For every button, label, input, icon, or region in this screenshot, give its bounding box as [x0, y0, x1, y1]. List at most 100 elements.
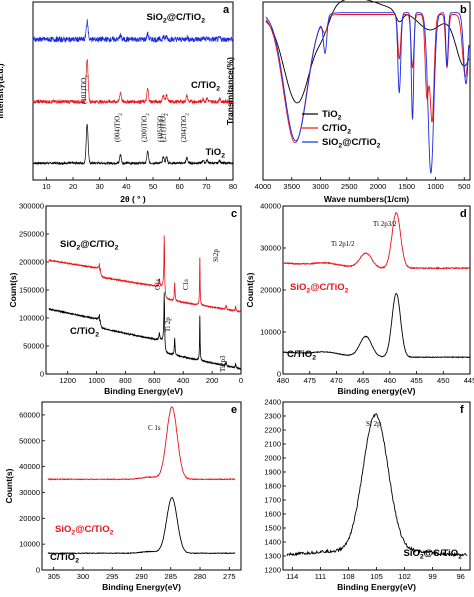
panel-b-x-tick-label: 3000 — [312, 182, 329, 191]
xps-survey-peak-label: Ti 2p — [164, 317, 172, 332]
xps-c1s-ctio2-line — [47, 496, 236, 555]
xps-survey-sio2-ctio2-line — [48, 235, 242, 314]
panel-b-x-tick-label: 3500 — [283, 182, 300, 191]
panel-b-frame — [262, 1, 471, 181]
panel-c-x-tick-label: 800 — [119, 376, 132, 385]
panel-b-x-tick-label: 500 — [458, 182, 471, 191]
panel-a-x-tick-label: 70 — [202, 182, 210, 191]
panel-c-letter: c — [231, 208, 237, 220]
panel-f-x-tick-label: 111 — [315, 572, 326, 581]
panel-f-x-tick-label: 96 — [456, 572, 464, 581]
panel-e-y-tick-label: 30000 — [19, 488, 40, 497]
panel-d-x-tick-label: 445 — [464, 376, 474, 385]
xps-c1s-label-sio2-ctio2: SiO2@C/TiO2 — [55, 524, 114, 537]
panel-f-x-tick-label: 99 — [428, 572, 436, 581]
panel-c-x-tick-label: 600 — [148, 376, 161, 385]
panel-e-y-tick-label: 20000 — [19, 514, 40, 523]
panel-c-y-tick-label: 0 — [40, 370, 44, 379]
xps-ti2p-sio2-ctio2-line — [282, 212, 471, 271]
xps-survey-peak-label: C1s — [182, 279, 190, 290]
panel-d-y-tick-label: 20000 — [260, 286, 281, 295]
xps-ti2p-peak-label-3-2: Ti 2p3/2 — [373, 220, 397, 228]
panel-c-y-tick-label: 250000 — [19, 230, 44, 239]
panel-d-y-tick-label: 40000 — [260, 202, 281, 211]
panel-f-y-tick-label: 1500 — [264, 524, 281, 533]
panel-e-x-tick-label: 290 — [135, 572, 148, 581]
xps-survey-peak-label: O1s — [154, 278, 162, 290]
xrd-peak-label: (004)TiO2 — [113, 113, 124, 142]
panel-f-y-tick-label: 2000 — [264, 454, 281, 463]
panel-d-x-tick-label: 465 — [357, 376, 370, 385]
panel-e-y-tick-label: 60000 — [19, 410, 40, 419]
panel-b-x-tick-label: 1000 — [427, 182, 444, 191]
xps-si2p-x-axis-label: Binding Energy(eV) — [337, 582, 416, 592]
xrd-y-axis-label: Intensity(a.u.) — [0, 63, 5, 118]
panel-d-y-tick-label: 0 — [277, 370, 281, 379]
panel-c-y-tick-label: 100000 — [19, 314, 44, 323]
xps-si2p-line — [286, 413, 468, 558]
ftir-x-axis-label: Wave numbers(1/cm) — [324, 194, 409, 204]
panel-f-x-tick-label: 102 — [398, 572, 411, 581]
xps-ti2p-ctio2-line — [282, 293, 471, 359]
panel-f-y-tick-label: 1800 — [264, 482, 281, 491]
panel-b-letter: b — [460, 4, 467, 16]
panel-e-y-tick-label: 0 — [36, 566, 40, 575]
xps-survey-ctio2-line — [48, 292, 242, 371]
ftir-legend-label: C/TiO2 — [322, 123, 351, 136]
panel-c-x-tick-label: 1000 — [88, 376, 105, 385]
ftir-legend-label: SiO2@C/TiO2 — [322, 137, 381, 150]
ftir-y-axis-label: Transmitance(%) — [225, 57, 235, 125]
panel-e-x-tick-label: 280 — [194, 572, 207, 581]
panel-d-x-tick-label: 455 — [410, 376, 423, 385]
xps-c1s-sio2-ctio2-line — [47, 406, 236, 481]
panel-d-x-tick-label: 470 — [330, 376, 343, 385]
panel-f-x-tick-label: 114 — [286, 572, 298, 581]
panel-c-frame — [45, 205, 242, 375]
ftir-tio2-line — [265, 0, 470, 104]
ftir-sio2-ctio2-line — [265, 12, 470, 175]
panel-d-y-tick-label: 10000 — [260, 328, 281, 337]
xps-survey-peak-label: Ti2p3 — [219, 355, 227, 372]
panel-d-x-tick-label: 450 — [437, 376, 450, 385]
panel-c-x-tick-label: 400 — [177, 376, 190, 385]
panel-b-x-tick-label: 1500 — [398, 182, 415, 191]
xps-ti2p-label-sio2-ctio2: SiO2@C/TiO2 — [290, 282, 349, 295]
panel-e-x-tick-label: 275 — [223, 572, 236, 581]
panel-c-x-tick-label: 0 — [239, 376, 243, 385]
xrd-label-tio2: TiO2 — [206, 147, 226, 160]
xrd-label-ctio2: C/TiO2 — [191, 80, 220, 93]
panel-f-y-tick-label: 1400 — [264, 538, 281, 547]
panel-f-y-tick-label: 1200 — [264, 566, 281, 575]
panel-c-y-tick-label: 50000 — [23, 342, 44, 351]
panel-a-x-tick-label: 30 — [95, 182, 103, 191]
panel-d-x-tick-label: 480 — [277, 376, 290, 385]
xrd-label-sio2-ctio2: SiO2@C/TiO2 — [147, 12, 206, 25]
xps-survey-y-axis-label: Count(s) — [8, 272, 18, 307]
xps-survey-x-axis-label: Binding Energy(eV) — [104, 386, 183, 396]
panel-b-x-tick-label: 2000 — [370, 182, 387, 191]
ftir-legend-label: TiO2 — [322, 109, 342, 122]
panel-e-x-tick-label: 300 — [77, 572, 90, 581]
panel-c-y-tick-label: 200000 — [19, 258, 44, 267]
panel-e-y-tick-label: 10000 — [19, 540, 40, 549]
xps-ti2p-y-axis-label: Count(s) — [245, 272, 255, 307]
xps-survey-label-ctio2: C/TiO2 — [70, 326, 99, 339]
xrd-tio2-line — [32, 123, 234, 166]
panel-e-letter: e — [231, 404, 237, 416]
panel-d-y-tick-label: 30000 — [260, 244, 281, 253]
xrd-peak-label: (101)TiO2 — [80, 75, 91, 104]
panel-e-y-tick-label: 50000 — [19, 436, 40, 445]
panel-f-y-tick-label: 1700 — [264, 496, 281, 505]
panel-f-x-tick-label: 108 — [342, 572, 355, 581]
panel-a-x-tick-label: 50 — [149, 182, 157, 191]
panel-b-x-tick-label: 2500 — [341, 182, 358, 191]
panel-a-x-tick-label: 40 — [122, 182, 130, 191]
panel-f-y-tick-label: 2300 — [264, 412, 281, 421]
panel-e-x-tick-label: 295 — [106, 572, 119, 581]
xps-c1s-x-axis-label: Binding Energy(eV) — [102, 582, 181, 592]
xps-ti2p-label-ctio2: C/TiO2 — [287, 349, 316, 362]
xps-ti2p-peak-label-1-2: Ti 2p1/2 — [331, 240, 355, 248]
xps-survey-label-sio2-ctio2: SiO2@C/TiO2 — [60, 239, 119, 252]
panel-f-y-tick-label: 2400 — [264, 398, 281, 407]
panel-d-letter: d — [460, 208, 467, 220]
